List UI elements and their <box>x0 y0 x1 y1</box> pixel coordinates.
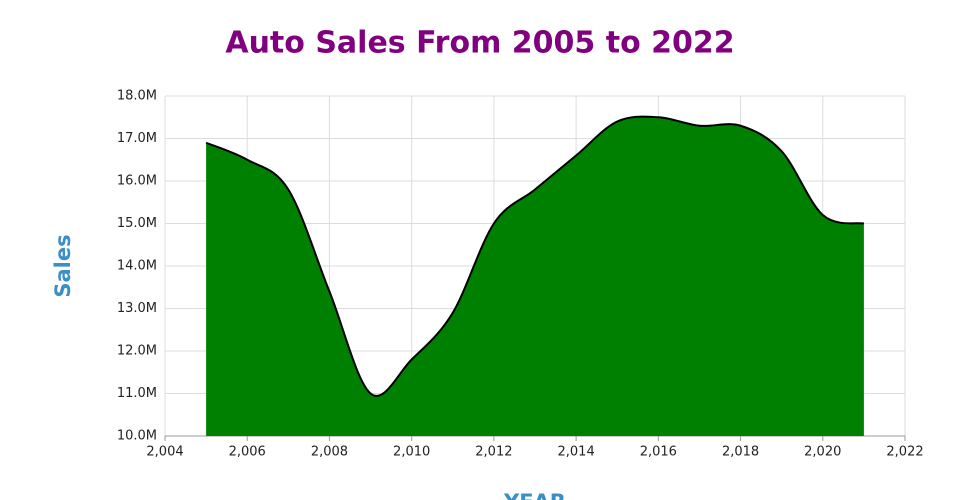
x-tick-label: 2,008 <box>311 445 348 460</box>
x-axis-title: YEAR <box>503 490 566 500</box>
y-tick-label: 18.0M <box>117 89 157 104</box>
x-tick-label: 2,020 <box>804 445 841 460</box>
y-axis-title: Sales <box>51 234 75 297</box>
y-tick-label: 11.0M <box>117 386 157 401</box>
y-tick-label: 10.0M <box>117 429 157 444</box>
x-tick-label: 2,014 <box>558 445 595 460</box>
y-tick-label: 12.0M <box>117 344 157 359</box>
y-tick-label: 14.0M <box>117 259 157 274</box>
x-tick-label: 2,006 <box>229 445 266 460</box>
x-tick-label: 2,016 <box>640 445 677 460</box>
x-tick-label: 2,010 <box>393 445 430 460</box>
x-tick-label: 2,018 <box>722 445 759 460</box>
y-tick-label: 15.0M <box>117 216 157 231</box>
chart-title: Auto Sales From 2005 to 2022 <box>225 26 734 61</box>
y-tick-label: 17.0M <box>117 131 157 146</box>
x-tick-label: 2,004 <box>146 445 183 460</box>
area <box>206 116 864 436</box>
x-tick-label: 2,022 <box>886 445 923 460</box>
x-tick-label: 2,012 <box>475 445 512 460</box>
line <box>205 115 865 397</box>
y-tick-label: 13.0M <box>117 301 157 316</box>
y-tick-label: 16.0M <box>117 174 157 189</box>
